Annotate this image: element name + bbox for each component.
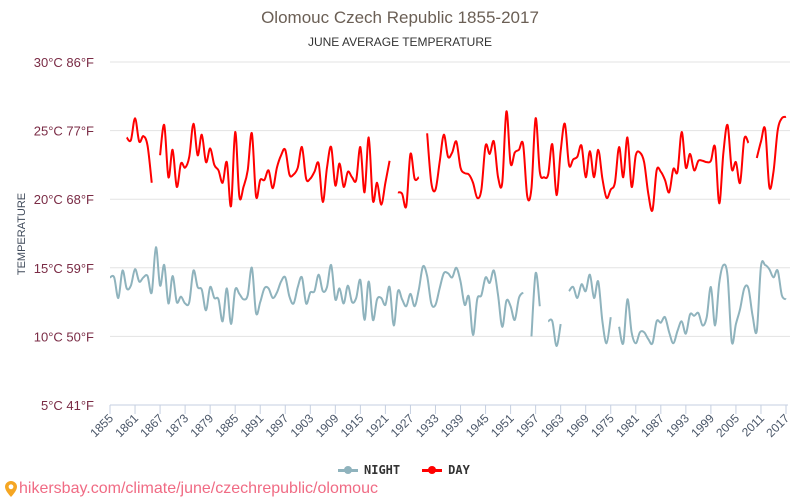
source-url: hikersbay.com/climate/june/czechrepublic… [19,480,378,497]
x-tick-label: 1909 [313,411,342,440]
x-tick-label: 1867 [137,411,166,440]
night-line-segment [568,273,612,345]
y-tick-label: 15°C 59°F [34,261,94,276]
night-line-segment [618,260,787,346]
grid [110,61,790,337]
x-tick-label: 1915 [338,411,367,440]
x-axis: 1855186118671873187918851891189719031909… [87,404,792,440]
x-tick-label: 1987 [638,411,667,440]
x-tick-label: 1993 [663,411,692,440]
x-tick-label: 1981 [613,411,642,440]
source-link[interactable]: hikersbay.com/climate/june/czechrepublic… [5,480,378,498]
y-tick-label: 25°C 77°F [34,124,94,139]
map-pin-icon [5,481,17,497]
night-line-segment [109,246,524,337]
legend-item-day[interactable]: DAY [422,463,470,477]
x-tick-label: 1963 [538,411,567,440]
x-tick-label: 1879 [187,411,216,440]
day-line-segment [755,115,787,190]
x-tick-label: 2017 [763,411,792,440]
x-tick-label: 1921 [363,411,392,440]
x-tick-label: 1927 [388,411,417,440]
y-tick-label: 10°C 50°F [34,329,94,344]
night-series [109,246,787,348]
x-tick-label: 1855 [87,411,116,440]
chart-title: Olomouc Czech Republic 1855-2017 [261,8,539,27]
x-tick-label: 1903 [288,411,317,440]
night-line-segment [530,272,541,337]
chart-subtitle: JUNE AVERAGE TEMPERATURE [307,35,493,49]
y-axis-label: TEMPERATURE [16,193,28,275]
legend-item-night[interactable]: NIGHT [338,463,400,477]
legend: NIGHT DAY [338,463,470,477]
x-tick-label: 1975 [588,411,617,440]
series-lines [109,110,787,348]
legend-label-day: DAY [448,463,470,477]
x-tick-label: 1945 [463,411,492,440]
x-tick-label: 2005 [713,411,742,440]
day-line-segment [159,122,391,208]
x-tick-label: 1957 [513,411,542,440]
day-line-segment [125,117,153,183]
night-line-segment [547,318,562,348]
line-chart: 5°C 41°F 10°C 50°F 15°C 59°F 20°C 68°F 25°C … [16,55,792,440]
x-tick-label: 1951 [488,411,517,440]
night-swatch-icon [338,465,358,474]
x-tick-label: 1891 [238,411,267,440]
day-line-segment [426,110,750,212]
y-tick-label: 20°C 68°F [34,192,94,207]
x-tick-label: 1939 [438,411,467,440]
legend-label-night: NIGHT [364,463,401,477]
x-tick-label: 1897 [263,411,292,440]
x-tick-label: 1873 [162,411,191,440]
y-tick-label: 5°C 41°F [41,398,94,413]
x-tick-label: 1861 [112,411,141,440]
x-tick-label: 2011 [739,411,767,439]
x-tick-label: 1969 [563,411,592,440]
day-series [125,110,787,212]
x-tick-label: 1933 [413,411,442,440]
y-axis: 5°C 41°F 10°C 50°F 15°C 59°F 20°C 68°F 25°C … [34,55,94,413]
y-tick-label: 30°C 86°F [34,55,94,70]
x-tick-label: 1885 [213,411,242,440]
x-tick-label: 1999 [688,411,717,440]
day-swatch-icon [422,465,443,474]
day-line-segment [397,152,420,209]
